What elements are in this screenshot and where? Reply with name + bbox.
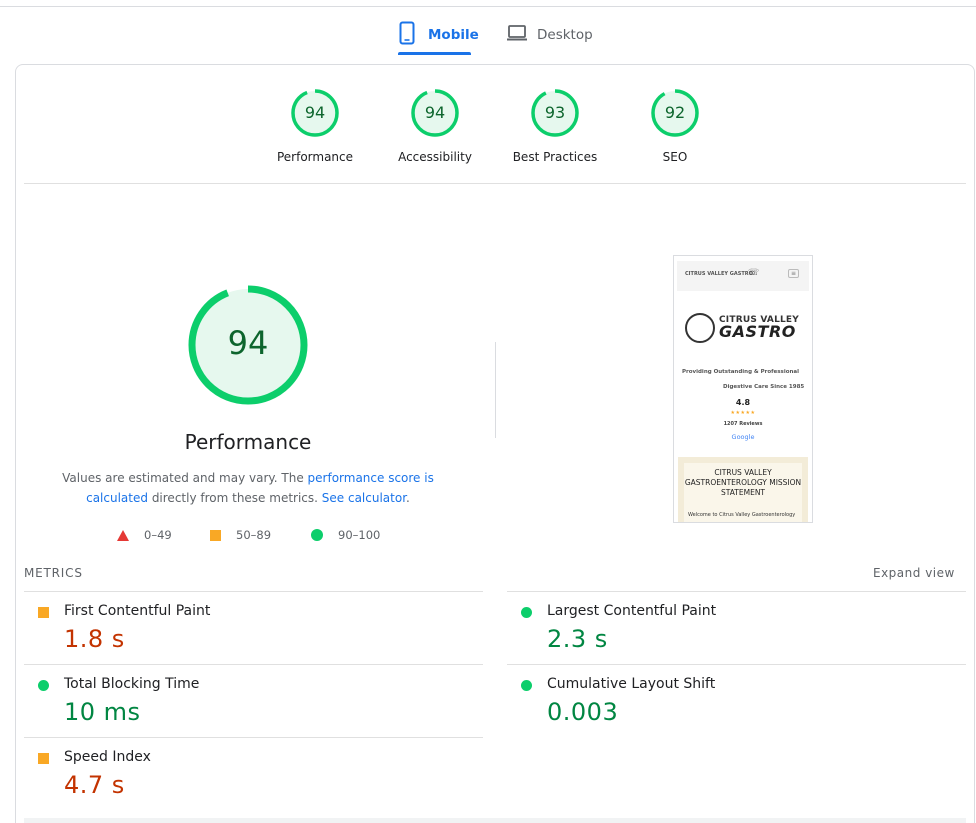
ss-google: Google bbox=[731, 433, 755, 441]
performance-description: Values are estimated and may vary. The p… bbox=[40, 468, 456, 508]
pass-circle-icon bbox=[521, 607, 532, 618]
final-screenshot[interactable]: CITRUS VALLEY GASTRO ☏ ≡ CITRUS VALLEY G… bbox=[673, 255, 813, 523]
performance-title: Performance bbox=[184, 430, 312, 454]
tab-mobile[interactable]: Mobile bbox=[398, 14, 479, 56]
see-calculator-link[interactable]: See calculator bbox=[321, 491, 407, 505]
device-tabs: Mobile Desktop bbox=[0, 14, 976, 56]
legend-average: 50–89 bbox=[210, 527, 271, 543]
category-seo[interactable]: 92 SEO bbox=[615, 88, 735, 164]
report-card bbox=[15, 64, 975, 823]
tab-mobile-indicator bbox=[398, 52, 471, 55]
score-label: Performance bbox=[276, 150, 354, 164]
metric-label: First Contentful Paint bbox=[64, 603, 211, 619]
metric-value: 1.8 s bbox=[64, 625, 125, 653]
score-value: 94 bbox=[424, 103, 446, 122]
score-legend: 0–49 50–89 90–100 bbox=[117, 527, 417, 543]
ss-phone-icon: ☏ bbox=[748, 268, 760, 278]
ss-tagline2: Digestive Care Since 1985 bbox=[723, 384, 805, 390]
score-gauge: 94 bbox=[290, 88, 340, 138]
score-value: 94 bbox=[304, 103, 326, 122]
score-label: Best Practices bbox=[512, 150, 598, 164]
score-label: Accessibility bbox=[398, 150, 472, 164]
score-label: SEO bbox=[662, 150, 688, 164]
performance-score-link[interactable]: performance score is calculated bbox=[86, 471, 434, 505]
metric-value: 0.003 bbox=[547, 698, 619, 726]
pass-circle-icon bbox=[38, 680, 49, 691]
tab-mobile-label: Mobile bbox=[428, 27, 479, 43]
metric-value: 4.7 s bbox=[64, 771, 125, 799]
phone-icon bbox=[398, 21, 416, 49]
ss-stars-icon: ★★★★★ bbox=[730, 410, 756, 416]
desc-text: directly from these metrics. bbox=[148, 491, 322, 505]
vertical-divider bbox=[495, 342, 496, 438]
expand-view-button[interactable]: Expand view bbox=[873, 566, 955, 580]
ss-logo-mini: CITRUS VALLEY GASTRO bbox=[685, 271, 753, 277]
ss-reviews: 1207 Reviews bbox=[723, 421, 763, 427]
metric-lcp: Largest Contentful Paint 2.3 s bbox=[507, 591, 966, 664]
ss-mission-box: CITRUS VALLEY GASTROENTEROLOGY MISSION S… bbox=[684, 463, 802, 522]
legend-fail-range: 0–49 bbox=[144, 528, 172, 542]
triangle-icon bbox=[117, 529, 129, 541]
ss-mission-band: CITRUS VALLEY GASTROENTEROLOGY MISSION S… bbox=[678, 457, 808, 522]
tab-desktop[interactable]: Desktop bbox=[506, 14, 596, 56]
category-scores: 94 Performance 94 Accessibility 93 Best … bbox=[0, 0, 976, 164]
section-divider bbox=[24, 183, 966, 184]
category-performance[interactable]: 94 Performance bbox=[255, 88, 375, 164]
score-gauge: 93 bbox=[530, 88, 580, 138]
average-square-icon bbox=[38, 753, 49, 764]
score-value: 93 bbox=[544, 103, 566, 122]
ss-header bbox=[677, 261, 809, 291]
ss-rating: 4.8 bbox=[735, 398, 751, 407]
square-icon bbox=[210, 529, 221, 541]
score-gauge: 92 bbox=[650, 88, 700, 138]
category-accessibility[interactable]: 94 Accessibility bbox=[375, 88, 495, 164]
score-gauge: 94 bbox=[410, 88, 460, 138]
average-square-icon bbox=[38, 607, 49, 618]
score-value: 92 bbox=[664, 103, 686, 122]
ss-tagline1: Providing Outstanding & Professional bbox=[682, 369, 800, 375]
metric-value: 2.3 s bbox=[547, 625, 608, 653]
metrics-header: METRICS bbox=[24, 566, 83, 580]
metric-si: Speed Index 4.7 s bbox=[24, 737, 483, 810]
metric-label: Total Blocking Time bbox=[64, 676, 200, 692]
metric-label: Cumulative Layout Shift bbox=[547, 676, 716, 692]
metric-fcp: First Contentful Paint 1.8 s bbox=[24, 591, 483, 664]
category-best-practices[interactable]: 93 Best Practices bbox=[495, 88, 615, 164]
ss-welcome-text: Welcome to Citrus Valley Gastroenterolog… bbox=[688, 512, 796, 518]
desc-text: Values are estimated and may vary. The bbox=[62, 471, 308, 485]
ss-menu-icon: ≡ bbox=[788, 269, 799, 278]
ss-brand-logo-icon bbox=[685, 313, 715, 343]
desc-text: . bbox=[406, 491, 410, 505]
metric-label: Largest Contentful Paint bbox=[547, 603, 717, 619]
legend-pass-range: 90–100 bbox=[338, 528, 381, 542]
ss-mission-title: CITRUS VALLEY GASTROENTEROLOGY MISSION S… bbox=[684, 468, 802, 497]
legend-fail: 0–49 bbox=[117, 527, 172, 543]
legend-pass: 90–100 bbox=[311, 527, 380, 543]
metric-tbt: Total Blocking Time 10 ms bbox=[24, 664, 483, 737]
pass-circle-icon bbox=[521, 680, 532, 691]
tab-desktop-label: Desktop bbox=[537, 27, 593, 43]
performance-score: 94 bbox=[227, 324, 269, 362]
laptop-icon bbox=[506, 24, 528, 46]
top-divider bbox=[0, 6, 976, 7]
circle-icon bbox=[311, 529, 323, 541]
ss-brand-line1: CITRUS VALLEY bbox=[719, 315, 800, 325]
legend-average-range: 50–89 bbox=[236, 528, 272, 542]
metric-cls: Cumulative Layout Shift 0.003 bbox=[507, 664, 966, 737]
metric-label: Speed Index bbox=[64, 749, 151, 765]
bottom-strip bbox=[24, 818, 966, 823]
ss-brand-line2: GASTRO bbox=[719, 322, 796, 341]
performance-gauge: 94 bbox=[187, 284, 309, 406]
metric-value: 10 ms bbox=[64, 698, 141, 726]
